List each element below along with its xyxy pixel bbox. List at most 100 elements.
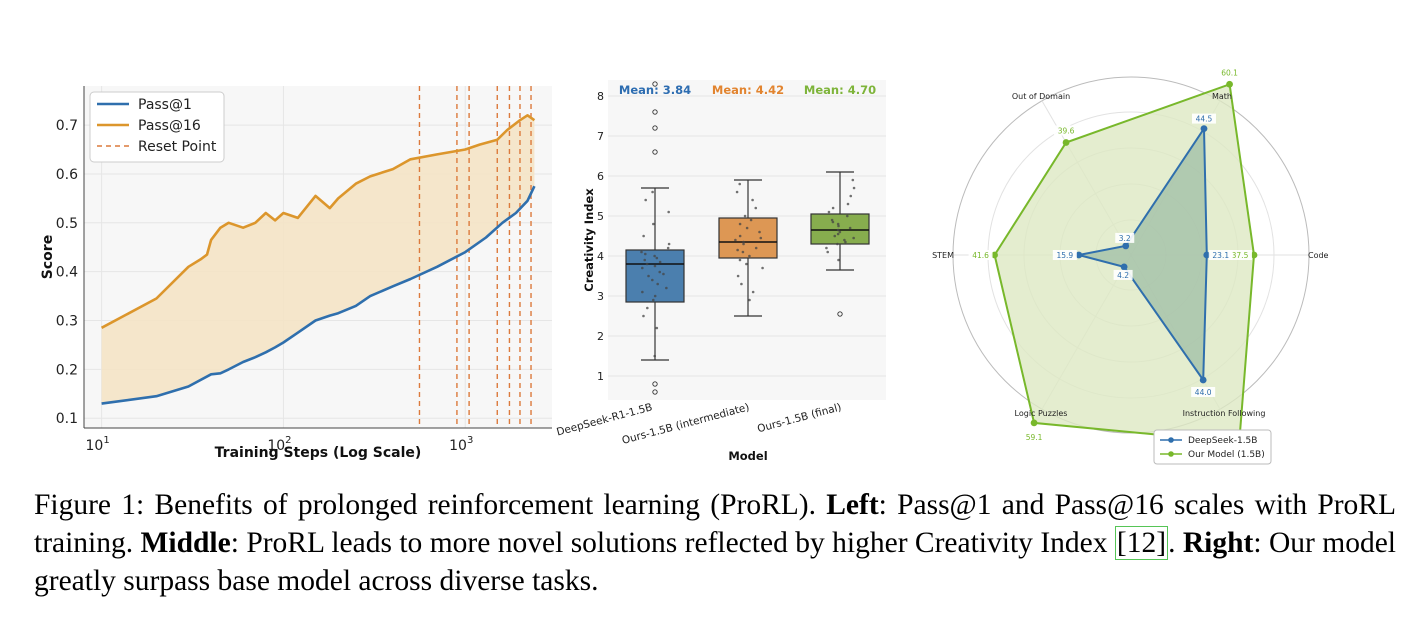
data-point [647,274,650,278]
data-point [852,186,856,190]
data-point [641,290,644,294]
data-point [761,266,764,270]
iqr-box [810,213,870,245]
data-point [640,250,643,254]
data-point [740,282,743,286]
data-point [745,262,748,266]
caption-right-label: Right [1182,527,1254,559]
caption-left-text: : Pass@1 and Pass@16 scales with ProRL t… [34,489,1396,559]
data-point [836,232,840,236]
data-point [742,240,745,244]
cite-num: 12 [1126,527,1157,559]
value-label: 44.5 [1196,115,1213,124]
data-point [658,270,662,274]
data-point [738,182,742,186]
y-axis-label: Score [40,235,56,279]
x-tick-label: 101 [86,435,110,454]
data-point [748,298,751,302]
legend: DeepSeek-1.5B Our Model (1.5B) [1153,429,1272,465]
data-point [653,354,657,358]
data-point [837,258,840,262]
legend: Pass@1 Pass@16 Reset Point [89,91,225,163]
data-point [836,228,840,232]
data-point [848,226,852,230]
radar-axis-label: Math [1212,92,1232,101]
data-point [830,218,834,222]
our-model-point [1062,139,1070,146]
data-point [845,214,849,218]
legend-label: Pass@16 [138,118,201,134]
data-point [736,248,739,252]
data-point [754,246,758,250]
data-point [742,242,745,246]
legend-box [1153,429,1272,465]
data-point [751,290,755,294]
iqr-box [718,217,778,259]
data-point [653,254,656,258]
x-axis-label: Training Steps (Log Scale) [215,445,422,461]
data-point [836,242,839,246]
data-point [642,314,645,318]
data-point [837,224,840,228]
box-1 [625,81,685,395]
caption-prefix: Figure 1: Benefits of prolonged reinforc… [34,489,827,521]
value-label: 59.1 [1026,433,1043,442]
data-point [831,206,835,210]
caption-middle-text: : ProRL leads to more novel solutions re… [230,527,1115,559]
y-tick-label: 0.1 [56,411,78,427]
y-tick-label: 0.4 [56,265,78,281]
data-point [735,190,739,194]
data-point [738,222,742,226]
data-point [651,278,654,282]
radar-axis-label: Code [1308,251,1329,260]
value-label: 4.2 [1117,271,1129,280]
data-point [743,214,747,218]
y-tick-label: 0.7 [56,118,78,134]
y-tick-label: 5 [597,210,604,223]
data-point [655,326,659,330]
data-point [662,272,665,276]
our-model-point [991,251,998,259]
value-label-bg [1052,250,1077,260]
data-point [846,202,850,206]
data-point [644,198,647,202]
radar-axis-label: STEM [932,251,954,260]
gap-fill-area [101,115,535,404]
value-label: 15.9 [1056,251,1073,260]
our-model-point [1250,251,1258,259]
data-point [759,236,763,240]
value-label-bg [1022,431,1047,442]
caption-right-text: : Our model greatly surpass base model a… [34,527,1396,597]
our-model-point [1030,419,1038,427]
y-tick-label: 1 [597,370,604,383]
data-point [827,210,831,214]
data-point [751,198,754,202]
our-model-point [1226,80,1233,88]
caption-after-cite: . [1168,527,1183,559]
data-point [748,254,751,258]
outlier-point [652,149,658,155]
data-point [749,218,753,222]
legend-box [89,91,225,163]
value-label: 44.0 [1195,388,1212,397]
deepseek-point [1122,242,1130,250]
mean-label: Mean: 4.42 [712,83,784,97]
value-label-bg [968,250,993,260]
deepseek-point [1199,376,1207,384]
figure-caption: Figure 1: Benefits of prolonged reinforc… [34,486,1396,600]
data-point [849,194,853,198]
data-point [826,250,830,254]
y-tick-label: 3 [597,290,604,303]
value-label-bg [1208,250,1233,260]
citation-link[interactable]: [12] [1114,526,1169,560]
outlier-point [652,381,658,387]
data-point [658,260,662,264]
outlier-point [837,311,843,317]
data-point [843,238,846,242]
y-tick-label: 8 [597,90,604,103]
data-point [643,258,647,262]
caption-left-label: Left [826,489,879,521]
